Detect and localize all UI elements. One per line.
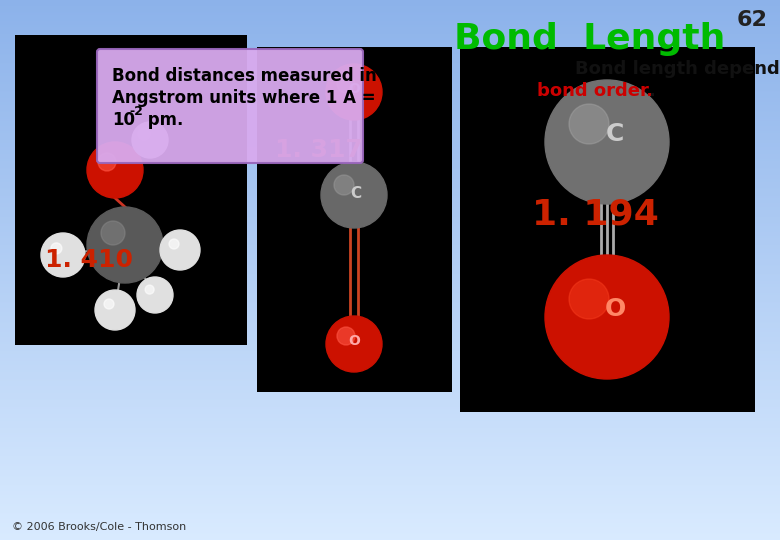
Text: O: O xyxy=(604,297,626,321)
Text: C: C xyxy=(350,186,362,200)
Text: 1. 410: 1. 410 xyxy=(45,248,133,272)
Text: 1. 317: 1. 317 xyxy=(275,138,363,162)
Text: 1. 194: 1. 194 xyxy=(532,198,659,232)
Circle shape xyxy=(545,255,669,379)
Circle shape xyxy=(569,279,609,319)
Circle shape xyxy=(334,175,354,195)
Circle shape xyxy=(326,316,382,372)
Circle shape xyxy=(337,327,355,345)
Circle shape xyxy=(87,207,163,283)
Text: 10: 10 xyxy=(112,111,135,129)
Text: O: O xyxy=(348,82,360,96)
Text: Bond length depends on: Bond length depends on xyxy=(575,60,780,78)
Text: 62: 62 xyxy=(737,10,768,30)
Circle shape xyxy=(132,122,168,158)
Bar xyxy=(15,35,247,345)
Circle shape xyxy=(41,233,85,277)
Text: Bond  Length: Bond Length xyxy=(454,22,725,56)
Circle shape xyxy=(337,75,355,93)
Circle shape xyxy=(137,277,173,313)
Text: .: . xyxy=(648,82,655,100)
Circle shape xyxy=(545,80,669,204)
Circle shape xyxy=(101,221,125,245)
Text: -2: -2 xyxy=(129,105,143,118)
Circle shape xyxy=(169,239,179,249)
Text: C: C xyxy=(606,122,624,146)
Bar xyxy=(460,47,755,412)
Circle shape xyxy=(87,142,143,198)
Circle shape xyxy=(145,285,154,294)
Text: Bond distances measured in: Bond distances measured in xyxy=(112,67,377,85)
Circle shape xyxy=(95,290,135,330)
Circle shape xyxy=(98,153,116,171)
Text: Angstrom units where 1 A =: Angstrom units where 1 A = xyxy=(112,89,376,107)
Circle shape xyxy=(326,64,382,120)
Circle shape xyxy=(138,128,150,140)
Text: © 2006 Brooks/Cole - Thomson: © 2006 Brooks/Cole - Thomson xyxy=(12,522,186,532)
Circle shape xyxy=(160,230,200,270)
Circle shape xyxy=(51,243,62,254)
FancyBboxPatch shape xyxy=(97,49,363,163)
Circle shape xyxy=(321,162,387,228)
Text: pm.: pm. xyxy=(142,111,183,129)
Circle shape xyxy=(569,104,609,144)
Text: bond order.: bond order. xyxy=(537,82,653,100)
Circle shape xyxy=(104,299,114,309)
Bar xyxy=(257,47,452,392)
Text: O: O xyxy=(348,334,360,348)
